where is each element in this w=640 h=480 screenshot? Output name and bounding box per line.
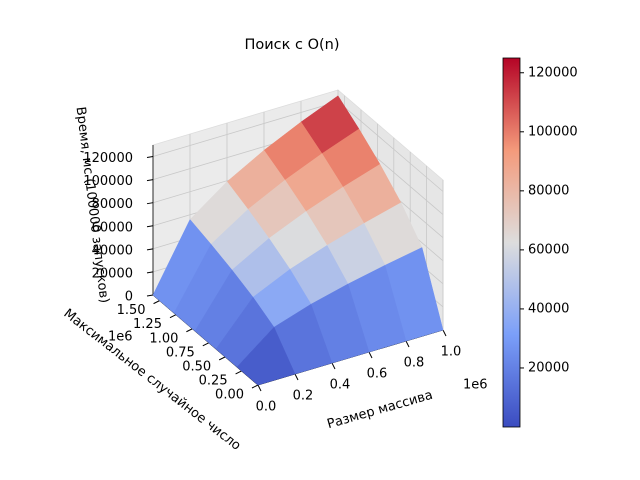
colorbar-tick-label: 100000 bbox=[528, 124, 578, 139]
y-tick-label: 0.75 bbox=[166, 345, 195, 360]
colorbar bbox=[502, 57, 521, 428]
z-tick-label: 100000 bbox=[83, 174, 133, 189]
colorbar-tick-label: 60000 bbox=[528, 242, 569, 257]
tick-mark bbox=[146, 179, 154, 182]
z-tick-label: 20000 bbox=[92, 266, 133, 281]
tick-mark bbox=[405, 340, 410, 348]
y-tick-label: 1.25 bbox=[133, 317, 162, 332]
y-tick-label: 1.00 bbox=[149, 331, 178, 346]
y-offset-label: 1e6 bbox=[108, 330, 133, 345]
z-tick-label: 60000 bbox=[92, 220, 133, 235]
y-tick-label: 0.50 bbox=[182, 359, 211, 374]
tick-mark bbox=[153, 300, 160, 305]
tick-mark bbox=[146, 271, 154, 274]
surface-patch bbox=[236, 326, 296, 386]
x-tick-label: 0.8 bbox=[404, 356, 425, 371]
x-offset-label: 1e6 bbox=[463, 378, 488, 393]
tick-mark bbox=[331, 362, 336, 370]
tick-mark bbox=[235, 370, 242, 375]
tick-mark bbox=[146, 225, 154, 228]
x-tick-label: 0.0 bbox=[256, 400, 277, 415]
tick-mark bbox=[218, 356, 226, 361]
z-tick-label: 40000 bbox=[92, 243, 133, 258]
z-tick-label: 80000 bbox=[92, 197, 133, 212]
x-tick-label: 0.2 bbox=[293, 389, 314, 404]
tick-mark bbox=[294, 373, 299, 381]
tick-mark bbox=[146, 294, 154, 297]
colorbar-tick-label: 80000 bbox=[528, 183, 569, 198]
y-tick-label: 0.00 bbox=[215, 388, 244, 403]
z-tick-label: 120000 bbox=[83, 151, 133, 166]
x-tick-label: 0.4 bbox=[330, 378, 351, 393]
tick-mark bbox=[368, 351, 373, 359]
x-tick-label: 1.0 bbox=[441, 345, 462, 360]
colorbar-tick-label: 20000 bbox=[528, 360, 569, 375]
colorbar-tick-label: 40000 bbox=[528, 301, 569, 316]
x-tick-label: 0.6 bbox=[367, 367, 388, 382]
tick-mark bbox=[186, 328, 193, 333]
tick-mark bbox=[169, 314, 177, 319]
tick-mark bbox=[251, 384, 259, 389]
tick-mark bbox=[202, 342, 210, 347]
chart-title: Поиск с O(n) bbox=[244, 37, 339, 53]
tick-mark bbox=[146, 156, 154, 159]
colorbar-tick-label: 120000 bbox=[528, 65, 578, 80]
tick-mark bbox=[146, 248, 154, 251]
y-tick-label: 0.25 bbox=[199, 373, 228, 388]
y-tick-label: 1.50 bbox=[117, 303, 146, 318]
z-tick-label: 0 bbox=[125, 290, 133, 305]
tick-mark bbox=[442, 329, 447, 337]
tick-mark bbox=[146, 202, 154, 205]
x-axis-label: Размер массива bbox=[326, 388, 435, 432]
tick-mark bbox=[257, 384, 262, 392]
